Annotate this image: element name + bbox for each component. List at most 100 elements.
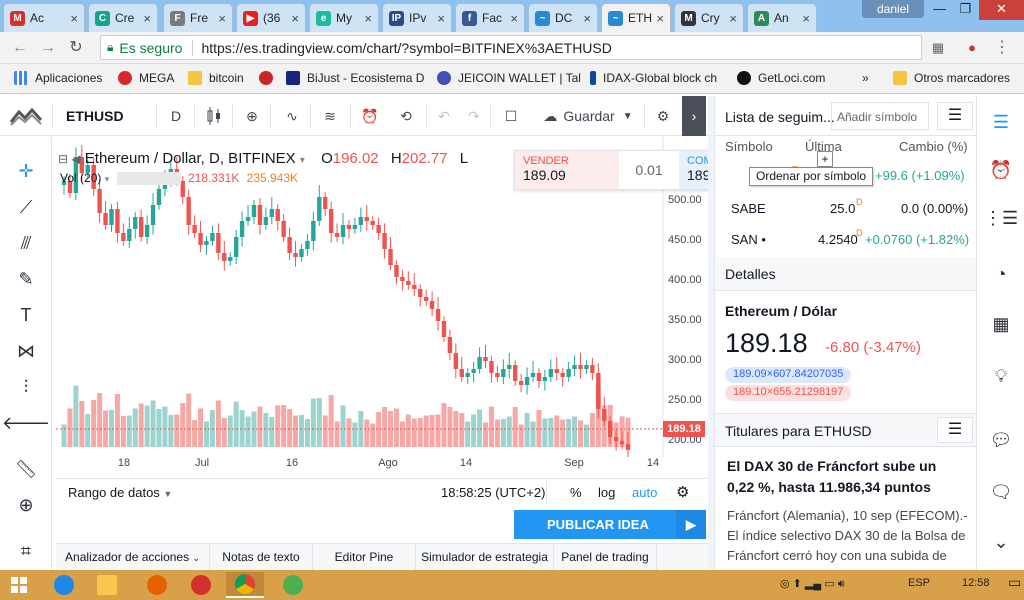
tray-icons[interactable]: ◎ ⬆ ▂▄ ▭ 🔊︎ [780,578,845,590]
candle-style-icon[interactable] [200,104,228,128]
magnet-icon[interactable]: ⌗ [20,540,32,561]
date-range-button[interactable]: Rango de datos ▼ [68,485,172,500]
data-window-icon[interactable]: ⋮☰ [983,207,1019,228]
crosshair-icon[interactable]: ✛ [18,160,34,181]
back-button[interactable]: ← [12,39,28,56]
text-tool-icon[interactable]: T [20,304,32,325]
fib-tool-icon[interactable]: ⫻ [20,232,32,253]
headlines-header[interactable]: Titulares para ETHUSD ☰ [715,413,976,447]
watchlist-title[interactable]: Lista de seguim... [725,109,835,125]
headlines-menu-icon[interactable]: ☰ [937,417,973,443]
firefox-icon[interactable] [138,572,176,598]
close-tab-icon[interactable]: × [70,10,78,26]
hotlist-icon[interactable]: ◔ [995,263,1007,284]
interval-button[interactable]: D [170,108,182,124]
internet-explorer-icon[interactable] [45,572,83,598]
tab-text-notes[interactable]: Notas de texto [210,544,313,571]
undo-icon[interactable]: ↶ [438,107,450,124]
bookmark-idax[interactable]: IDAX-Global block ch [590,71,717,85]
prediction-tool-icon[interactable]: ⫶ [23,376,29,397]
settings-gear-icon[interactable]: ⚙ [676,484,690,501]
browser-tab[interactable]: IP IPv × [382,3,452,32]
log-scale-button[interactable]: log [598,485,616,500]
tab-pine-editor[interactable]: Editor Pine [313,544,416,571]
panel-splitter[interactable] [708,96,714,570]
alert-icon[interactable]: ⏰ [361,107,379,124]
tradingview-logo[interactable] [8,104,44,128]
ideas-lightbulb-icon[interactable]: 💡︎ [994,365,1008,386]
add-symbol-input[interactable]: Añadir símbolo [831,102,929,130]
fullscreen-icon[interactable]: ☐ [504,107,518,124]
browser-tab[interactable]: M Cry × [674,3,744,32]
url-input[interactable]: 🔒︎ Es seguro https://es.tradingview.com/… [100,35,922,60]
close-tab-icon[interactable]: × [437,10,445,26]
column-change[interactable]: Cambio (%) [899,139,968,154]
bookmark-bijust[interactable]: BiJust - Ecosistema D [286,71,424,85]
action-center-icon[interactable]: ▭ [1008,574,1022,590]
notifications-icon[interactable]: ⌄ [993,531,1009,552]
more-bookmarks-button[interactable]: » [862,71,869,85]
replay-icon[interactable]: ⟲ [400,107,412,124]
tab-trading-panel[interactable]: Panel de trading [554,544,657,571]
close-window-button[interactable]: ✕ [979,0,1024,20]
close-tab-icon[interactable]: × [802,10,810,26]
profile-name[interactable]: daniel [862,0,924,18]
auto-scale-button[interactable]: auto [632,485,658,500]
zoom-in-icon[interactable]: ⊕ [18,494,34,515]
close-tab-icon[interactable]: × [729,10,737,26]
forward-button[interactable]: → [40,39,56,56]
brush-icon[interactable]: ✎ [18,268,34,289]
bookmark-mega[interactable]: MEGA [118,71,174,85]
collapse-panel-button[interactable]: › [682,96,706,136]
chat-icon[interactable]: 💬︎ [989,429,1013,450]
bookmark-bitcoin-folder[interactable]: bitcoin [188,71,244,85]
templates-icon[interactable]: ≋ [324,107,336,124]
tab-stock-screener[interactable]: Analizador de acciones ⌄ [56,544,210,571]
browser-tab[interactable]: F Fre × [163,3,233,32]
browser-tab[interactable]: f Fac × [455,3,525,32]
trend-line-icon[interactable]: ⟋ [19,196,33,217]
sell-button[interactable]: VENDER 189.09 [515,151,619,189]
headline-title[interactable]: El DAX 30 de Fráncfort sube un 0,22 %, h… [727,458,937,495]
taskbar-clock[interactable]: 12:58 [962,577,990,589]
close-tab-icon[interactable]: × [143,10,151,26]
arrow-left-icon[interactable]: 🡐︎ [1,412,51,433]
browser-tab[interactable]: ~ ETH × [601,3,671,32]
other-bookmarks[interactable]: Otros marcadores [893,71,1010,85]
pattern-tool-icon[interactable]: ⋈ [17,340,35,361]
clock-time[interactable]: 18:58:25 (UTC+2) [441,485,546,500]
browser-tab[interactable]: A An × [747,3,817,32]
column-symbol[interactable]: Símbolo [725,139,773,154]
watchlist-row[interactable]: SAN • 4.2540 D +0.0760 (+1.82%) [715,224,976,254]
calendar-icon[interactable]: ▦ [992,313,1010,334]
watchlist-icon[interactable]: ☰ [992,111,1010,132]
publish-idea-button[interactable]: PUBLICAR IDEA ▶ [514,510,706,539]
close-tab-icon[interactable]: × [364,10,372,26]
price-chart[interactable] [56,137,708,457]
browser-tab[interactable]: M Ac × [3,3,85,32]
browser-tab[interactable]: e My × [309,3,379,32]
minimize-button[interactable]: — [933,1,946,16]
add-compare-icon[interactable]: ⊕ [246,107,258,124]
indicators-icon[interactable]: ∿ [286,107,298,124]
legend-title[interactable]: Ethereum / Dollar, D, BITFINEX [84,150,296,167]
bookmark-jeicoin[interactable]: JEICOIN WALLET | Tal [437,71,581,85]
private-chat-icon[interactable]: 🗨︎ [989,481,1013,502]
close-tab-icon[interactable]: × [656,10,664,26]
language-indicator[interactable]: ESP [908,577,931,589]
close-tab-icon[interactable]: × [510,10,518,26]
close-tab-icon[interactable]: × [583,10,591,26]
watchlist-row[interactable]: SABE 25.0 D 0.0 (0.00%) [715,193,976,223]
add-column-icon[interactable]: + [817,151,833,167]
bookmark-getloci[interactable]: GetLoci.com [737,71,825,85]
tab-strategy-tester[interactable]: Simulador de estrategia [416,544,554,571]
extension-icon[interactable]: ● [968,40,976,55]
bookmark-bitcoin[interactable] [259,71,280,85]
save-button[interactable]: ☁ Guardar ▼ [534,104,642,128]
telegram-icon[interactable] [274,572,312,598]
watchlist-menu-icon[interactable]: ☰ [937,102,973,130]
browser-tab[interactable]: ▶ (36 × [236,3,306,32]
file-explorer-icon[interactable] [88,572,126,598]
windows-start-icon[interactable] [0,572,38,598]
volume-label[interactable]: Vol [60,171,77,185]
